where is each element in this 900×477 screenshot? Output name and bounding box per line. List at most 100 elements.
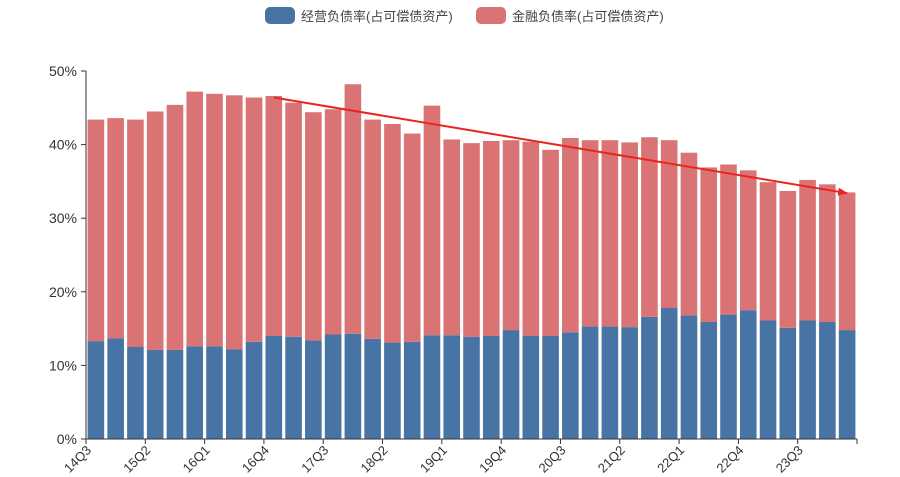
bar-operating-19Q3: [482, 335, 500, 439]
bar-operating-23Q2: [779, 327, 797, 439]
bar-financial-15Q2: [146, 111, 164, 350]
x-tick-label: 18Q2: [358, 443, 391, 476]
y-tick-label: 20%: [49, 284, 77, 300]
bar-operating-17Q3: [324, 334, 342, 439]
bar-operating-20Q3: [562, 332, 579, 439]
bar-operating-20Q4: [581, 326, 599, 439]
x-tick-label: 22Q4: [713, 443, 746, 476]
legend-item-financial[interactable]: 金融负债率(占可偿债资产): [476, 5, 664, 25]
trend-arrow: [273, 96, 849, 196]
bar-operating-23Q3: [799, 320, 816, 439]
x-tick-label: 21Q2: [595, 443, 628, 476]
y-tick-label: 30%: [49, 210, 77, 226]
bar-financial-16Q4: [265, 96, 283, 336]
legend-item-operating[interactable]: 经营负债率(占可偿债资产): [265, 5, 453, 25]
bar-operating-21Q4: [660, 307, 678, 439]
x-tick-label: 15Q2: [120, 443, 153, 476]
bar-financial-22Q4: [739, 170, 757, 311]
bar-operating-18Q4: [423, 335, 441, 439]
bar-operating-15Q1: [127, 347, 144, 439]
bar-operating-22Q2: [700, 321, 718, 439]
bar-operating-23Q1: [759, 320, 777, 439]
bar-financial-18Q1: [364, 119, 381, 339]
bar-financial-21Q3: [641, 137, 658, 317]
bar-operating-15Q4: [186, 346, 204, 439]
bar-financial-16Q1: [206, 93, 223, 347]
x-tick-label: 23Q3: [773, 443, 806, 476]
bar-financial-22Q2: [700, 167, 718, 322]
y-tick-label: 40%: [49, 137, 77, 153]
bar-operating-14Q3: [87, 341, 105, 439]
bar-financial-18Q2: [384, 123, 401, 343]
bar-financial-15Q3: [166, 104, 184, 350]
y-tick-label: 50%: [49, 63, 77, 79]
bar-financial-23Q3: [799, 179, 816, 321]
bar-operating-16Q1: [206, 346, 223, 439]
bar-financial-17Q1: [285, 102, 302, 337]
bar-financial-15Q1: [127, 119, 144, 348]
bar-financial-24Q1: [838, 192, 856, 331]
bar-financial-19Q2: [463, 143, 480, 337]
bar-financial-15Q4: [186, 91, 204, 347]
x-tick-label: 22Q1: [654, 443, 687, 476]
bar-operating-21Q2: [621, 327, 638, 439]
bar-operating-23Q4: [819, 321, 836, 439]
bar-operating-22Q1: [680, 315, 698, 439]
bar-operating-14Q4: [107, 338, 124, 439]
legend-swatch-financial: [476, 6, 506, 24]
bar-financial-14Q4: [107, 118, 124, 339]
bar-operating-17Q4: [344, 333, 362, 439]
bar-financial-17Q2: [305, 112, 322, 341]
bar-financial-19Q3: [482, 140, 500, 336]
chart-legend: 经营负债率(占可偿债资产) 金融负债率(占可偿债资产): [0, 5, 900, 25]
bar-financial-20Q3: [562, 137, 579, 333]
bar-financial-20Q2: [542, 149, 559, 336]
bar-financial-22Q1: [680, 152, 698, 316]
annotation-layer: [273, 96, 849, 196]
x-tick-label: 19Q4: [476, 443, 509, 476]
bar-operating-18Q1: [364, 338, 381, 439]
bar-financial-23Q2: [779, 190, 797, 328]
bar-operating-15Q2: [146, 349, 164, 439]
legend-swatch-operating: [265, 6, 295, 24]
bar-operating-19Q4: [502, 330, 520, 439]
bar-financial-16Q2: [225, 95, 243, 350]
x-tick-label: 20Q3: [535, 443, 568, 476]
bar-financial-18Q3: [403, 133, 421, 342]
bar-financial-20Q4: [581, 140, 599, 327]
bar-financial-21Q1: [601, 140, 619, 327]
bar-financial-14Q3: [87, 119, 105, 342]
bar-operating-19Q2: [463, 336, 480, 439]
bar-operating-20Q1: [522, 335, 540, 439]
bars-layer: [87, 84, 856, 439]
bar-operating-16Q2: [225, 349, 243, 439]
x-tick-label: 19Q1: [417, 443, 450, 476]
y-tick-label: 0%: [57, 431, 77, 447]
bar-financial-19Q4: [502, 140, 520, 331]
bar-financial-21Q2: [621, 142, 638, 328]
bar-operating-22Q3: [720, 314, 737, 439]
bar-operating-21Q3: [641, 316, 658, 439]
bar-operating-18Q3: [403, 341, 421, 439]
x-tick-label: 16Q4: [239, 443, 272, 476]
bar-operating-17Q2: [305, 340, 322, 439]
bar-operating-16Q4: [265, 335, 283, 439]
y-tick-label: 10%: [49, 357, 77, 373]
x-tick-label: 16Q1: [180, 443, 213, 476]
bar-operating-16Q3: [245, 341, 263, 439]
bar-operating-21Q1: [601, 326, 619, 439]
bar-financial-22Q3: [720, 164, 737, 315]
bar-operating-20Q2: [542, 335, 559, 439]
x-tick-label: 14Q3: [61, 443, 94, 476]
bar-financial-23Q1: [759, 182, 777, 321]
bar-operating-24Q1: [838, 330, 856, 439]
bar-operating-19Q1: [443, 335, 461, 439]
legend-label-operating: 经营负债率(占可偿债资产): [301, 8, 453, 24]
bar-financial-17Q3: [324, 109, 342, 335]
bar-financial-19Q1: [443, 139, 461, 336]
bar-operating-18Q2: [384, 342, 401, 439]
bar-financial-16Q3: [245, 97, 263, 342]
bar-operating-17Q1: [285, 336, 302, 439]
x-tick-label: 17Q3: [298, 443, 331, 476]
